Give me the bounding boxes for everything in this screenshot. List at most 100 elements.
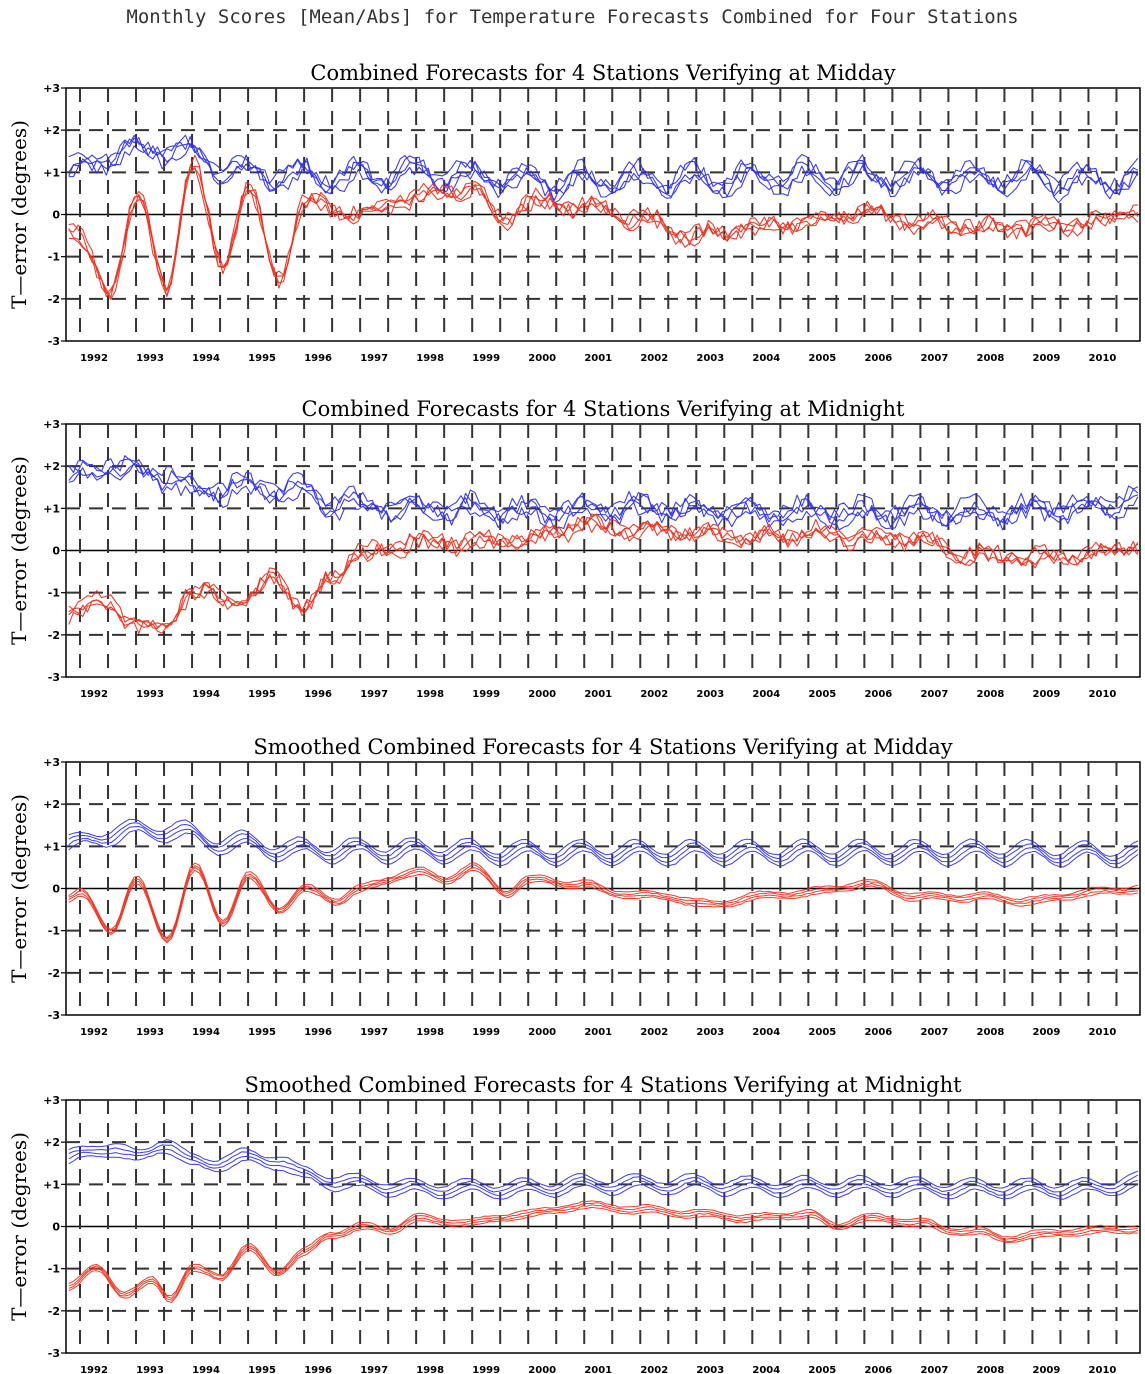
x-tick-label: 1992 — [80, 689, 108, 700]
abs-error-series-line — [68, 144, 1139, 204]
x-tick-label: 1999 — [472, 689, 500, 700]
abs-error-series-line — [68, 136, 1139, 201]
x-tick-label: 2005 — [808, 353, 836, 364]
y-tick-label: -3 — [48, 671, 60, 684]
x-tick-label: 1995 — [248, 1365, 276, 1374]
x-tick-label: 1993 — [136, 1365, 164, 1374]
x-tick-label: 2002 — [640, 1027, 668, 1038]
abs-error-series-line — [68, 826, 1139, 865]
mean-error-series-line — [68, 1202, 1138, 1299]
panel-smoothed-midday: Smoothed Combined Forecasts for 4 Statio… — [7, 735, 1141, 1038]
x-tick-label: 2001 — [584, 689, 612, 700]
x-tick-label: 2007 — [920, 1027, 948, 1038]
x-tick-label: 1994 — [192, 689, 220, 700]
x-tick-label: 1993 — [136, 353, 164, 364]
x-tick-label: 2007 — [920, 689, 948, 700]
x-tick-label: 1996 — [304, 689, 332, 700]
panel-title: Combined Forecasts for 4 Stations Verify… — [302, 397, 906, 421]
mean-error-series-line — [68, 167, 1139, 298]
y-tick-label: -2 — [48, 967, 60, 980]
x-tick-label: 2000 — [528, 1027, 556, 1038]
x-tick-label: 1998 — [416, 689, 444, 700]
abs-error-series-line — [68, 822, 1139, 861]
x-tick-label: 1994 — [192, 1365, 220, 1374]
mean-error-series-line — [68, 1206, 1138, 1303]
mean-error-series-line — [68, 513, 1139, 629]
x-tick-label: 2008 — [976, 1027, 1004, 1038]
y-tick-label: -1 — [48, 251, 60, 264]
panel-title: Combined Forecasts for 4 Stations Verify… — [310, 61, 895, 85]
panel-title: Smoothed Combined Forecasts for 4 Statio… — [253, 735, 952, 759]
mean-error-series-line — [68, 862, 1139, 939]
x-tick-label: 1993 — [136, 1027, 164, 1038]
abs-error-series-line — [68, 463, 1139, 528]
x-tick-label: 2009 — [1033, 1027, 1061, 1038]
x-tick-label: 1995 — [248, 689, 276, 700]
x-tick-label: 2005 — [808, 1027, 836, 1038]
mean-error-series-line — [68, 1200, 1139, 1297]
y-tick-label: 0 — [52, 883, 60, 896]
y-tick-label: +3 — [43, 756, 60, 769]
y-tick-label: +3 — [43, 418, 60, 431]
x-tick-label: 2002 — [640, 689, 668, 700]
x-tick-label: 2007 — [920, 353, 948, 364]
mean-error-series-line — [68, 869, 1139, 944]
x-tick-label: 2000 — [528, 1365, 556, 1374]
mean-error-series-line — [68, 1204, 1139, 1301]
x-tick-label: 1995 — [248, 353, 276, 364]
y-tick-label: +2 — [43, 460, 60, 473]
x-tick-label: 2010 — [1089, 1027, 1117, 1038]
x-tick-label: 2001 — [584, 1027, 612, 1038]
x-tick-label: 1999 — [472, 353, 500, 364]
y-tick-label: -2 — [48, 1305, 60, 1318]
x-tick-label: 1996 — [304, 353, 332, 364]
panel-title: Smoothed Combined Forecasts for 4 Statio… — [244, 1073, 962, 1097]
x-tick-label: 1994 — [192, 353, 220, 364]
mean-error-series-line — [68, 513, 1139, 628]
x-tick-label: 1996 — [304, 1027, 332, 1038]
x-tick-label: 2001 — [584, 1365, 612, 1374]
y-tick-label: +1 — [43, 1178, 60, 1191]
x-tick-label: 2000 — [528, 689, 556, 700]
y-tick-label: 0 — [52, 209, 60, 222]
y-tick-label: -2 — [48, 293, 60, 306]
x-tick-label: 1997 — [360, 689, 388, 700]
x-tick-label: 1999 — [472, 1365, 500, 1374]
x-tick-label: 2003 — [696, 689, 724, 700]
y-tick-label: -3 — [48, 1009, 60, 1022]
x-tick-label: 2003 — [696, 353, 724, 364]
panel-midnight: Combined Forecasts for 4 Stations Verify… — [7, 397, 1141, 700]
panel-midday: Combined Forecasts for 4 Stations Verify… — [7, 61, 1141, 364]
x-tick-label: 2004 — [752, 1365, 780, 1374]
x-tick-label: 1999 — [472, 1027, 500, 1038]
x-tick-label: 2001 — [584, 353, 612, 364]
abs-error-series-line — [68, 458, 1139, 520]
x-tick-label: 2008 — [976, 353, 1004, 364]
x-tick-label: 2004 — [752, 353, 780, 364]
x-tick-label: 2010 — [1089, 353, 1117, 364]
x-tick-label: 2003 — [696, 1027, 724, 1038]
x-tick-label: 2002 — [640, 1365, 668, 1374]
x-tick-label: 2006 — [864, 1027, 892, 1038]
y-tick-label: +3 — [43, 1094, 60, 1107]
y-tick-label: -3 — [48, 1347, 60, 1360]
x-tick-label: 2005 — [808, 689, 836, 700]
y-tick-label: -1 — [48, 587, 60, 600]
x-tick-label: 1992 — [80, 1027, 108, 1038]
y-tick-label: +1 — [43, 166, 60, 179]
y-axis-label: T—error (degrees) — [7, 794, 31, 983]
mean-error-series-line — [68, 864, 1139, 940]
x-tick-label: 2004 — [752, 1027, 780, 1038]
x-tick-label: 1995 — [248, 1027, 276, 1038]
x-tick-label: 1997 — [360, 353, 388, 364]
abs-error-series-line — [68, 1144, 1139, 1193]
x-tick-label: 2008 — [976, 1365, 1004, 1374]
abs-error-series-line — [68, 463, 1139, 531]
x-tick-label: 2004 — [752, 689, 780, 700]
x-tick-label: 2005 — [808, 1365, 836, 1374]
mean-error-series-line — [68, 866, 1138, 942]
y-axis-label: T—error (degrees) — [7, 1132, 31, 1321]
x-tick-label: 2002 — [640, 353, 668, 364]
x-tick-label: 1997 — [360, 1027, 388, 1038]
